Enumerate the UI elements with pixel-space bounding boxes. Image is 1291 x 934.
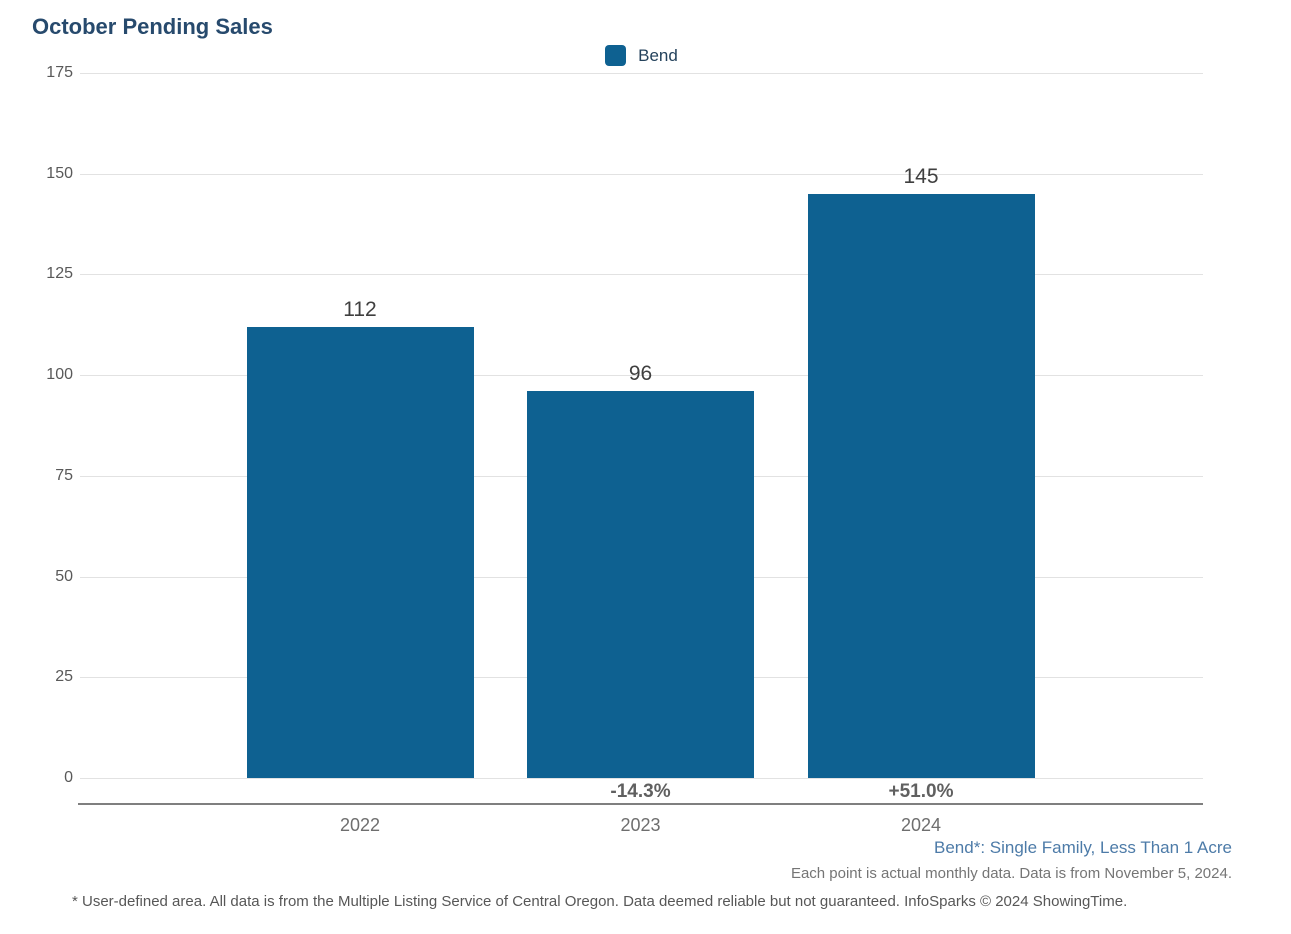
legend-swatch-icon [605, 45, 627, 66]
gridline-y-125 [80, 274, 1203, 276]
x-axis-line [78, 803, 1203, 805]
gridline-y-150 [80, 173, 1203, 175]
ytick-label-75: 75 [55, 466, 73, 484]
legend: Bend [80, 45, 1203, 66]
xtick-label-2022: 2022 [339, 815, 381, 835]
bar-value-label-2023: 96 [628, 362, 653, 386]
legend-item-bend[interactable]: Bend [605, 45, 678, 66]
ytick-label-150: 150 [46, 164, 73, 182]
ytick-label-175: 175 [46, 64, 73, 81]
plot-area: 0 25 50 75 100 125 150 175 112 96 145 [46, 64, 1203, 786]
ytick-label-50: 50 [55, 567, 73, 585]
gridline-y-100 [80, 375, 1203, 377]
ytick-label-0: 0 [64, 769, 73, 786]
footnote-series-definition: Bend*: Single Family, Less Than 1 Acre [934, 838, 1232, 857]
xtick-label-2023: 2023 [620, 815, 661, 835]
legend-label: Bend [638, 45, 678, 65]
gridline-y-175 [80, 73, 1203, 74]
footnote-data-note: Each point is actual monthly data. Data … [790, 865, 1232, 882]
ytick-label-125: 125 [46, 265, 73, 283]
footnote-disclaimer: * User-defined area. All data is from th… [72, 893, 1128, 910]
change-label-2023: -14.3% [610, 781, 671, 802]
bar-2024[interactable] [807, 193, 1035, 778]
xtick-label-2024: 2024 [900, 815, 942, 835]
chart-title: October Pending Sales [32, 14, 273, 39]
bar-value-label-2024: 145 [903, 164, 939, 188]
change-label-2024: +51.0% [888, 781, 954, 802]
bar-2022[interactable] [246, 326, 474, 778]
gridline-y-0 [80, 778, 1203, 779]
bar-2023[interactable] [527, 391, 754, 778]
ytick-label-100: 100 [46, 366, 73, 384]
ytick-label-25: 25 [55, 668, 73, 686]
bar-value-label-2022: 112 [343, 297, 377, 321]
